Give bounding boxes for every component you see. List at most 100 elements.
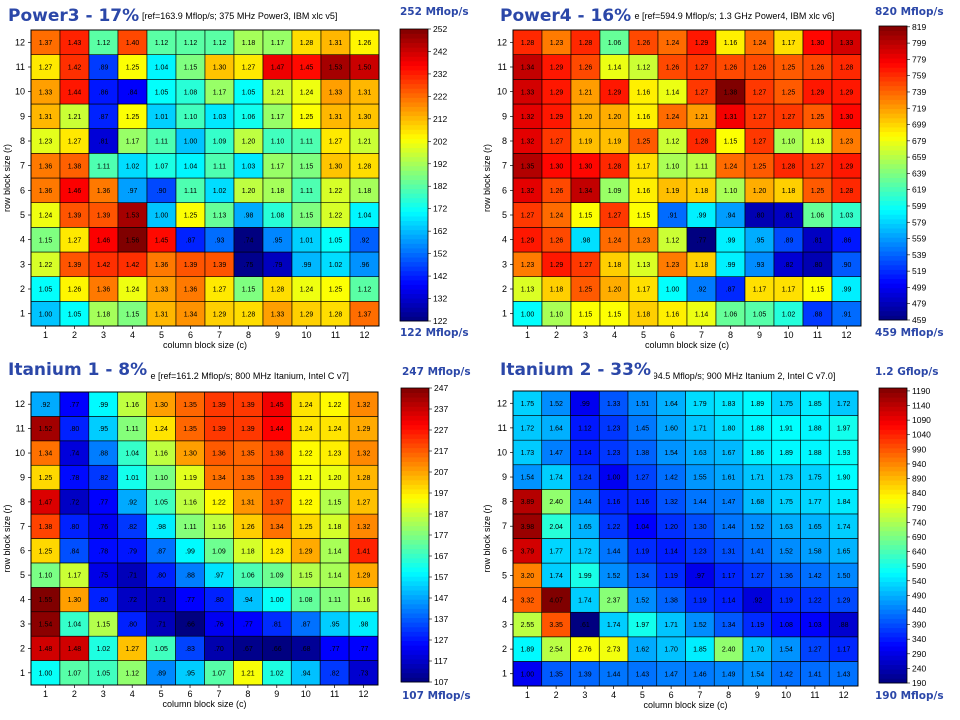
chart-title: Itanium 1 - 8% <box>5 360 151 380</box>
cell-value-label: 1.52 <box>607 573 621 580</box>
cell-value-label: 1.24 <box>753 40 767 47</box>
cell-value-label: 1.29 <box>837 598 851 605</box>
colorbar-tick-label: 237 <box>434 404 448 414</box>
cell-value-label: 1.77 <box>549 548 563 555</box>
cell-value-label: 1.21 <box>271 89 285 96</box>
cell-value-label: 1.16 <box>125 402 139 409</box>
cell-value-label: 1.23 <box>607 450 621 457</box>
cell-value-label: 2.54 <box>549 647 563 654</box>
cell-value-label: 1.30 <box>68 597 82 604</box>
cell-value-label: 1.40 <box>126 40 140 47</box>
heatmap-cell <box>744 251 775 277</box>
cell-value-label: 1.35 <box>183 402 197 409</box>
heatmap-cell <box>771 587 801 613</box>
cell-value-label: 1.50 <box>837 573 851 580</box>
heatmap-cell <box>773 177 804 203</box>
cell-value-label: 1.45 <box>300 65 314 72</box>
colorbar-tick-label: 590 <box>912 561 926 571</box>
cell-value-label: 1.42 <box>808 573 822 580</box>
y-tick-label: 9 <box>502 111 507 121</box>
cell-value-label: 1.18 <box>271 188 285 195</box>
cell-value-label: 1.20 <box>753 188 767 195</box>
cell-value-label: 1.07 <box>68 670 82 677</box>
heatmap-cell <box>117 54 148 80</box>
colorbar-segment <box>879 466 907 472</box>
cell-value-label: .87 <box>726 287 736 294</box>
cell-value-label: 1.35 <box>183 426 197 433</box>
colorbar-segment <box>401 640 429 646</box>
x-tick-label: 2 <box>554 330 559 340</box>
cell-value-label: 1.18 <box>97 311 111 318</box>
heatmap-cell <box>599 128 630 154</box>
cell-value-label: 1.18 <box>782 188 796 195</box>
heatmap-cell <box>570 251 601 277</box>
colorbar-segment <box>879 127 907 133</box>
heatmap-cell <box>30 54 61 80</box>
colorbar-segment <box>879 122 907 128</box>
cell-value-label: 1.17 <box>271 163 285 170</box>
heatmap-cell <box>771 661 801 687</box>
colorbar-segment <box>879 388 907 394</box>
heatmap-cell <box>146 79 177 105</box>
cell-value-label: 1.75 <box>779 499 793 506</box>
colorbar-segment <box>879 177 907 183</box>
heatmap-cell <box>262 538 292 564</box>
colorbar-segment <box>879 154 907 160</box>
cell-value-label: 1.23 <box>328 451 342 458</box>
heatmap-cell <box>262 611 292 637</box>
cell-value-label: 1.36 <box>97 287 111 294</box>
colorbar-segment <box>879 581 907 587</box>
cell-value-label: .74 <box>244 237 254 244</box>
colorbar-segment <box>879 195 907 201</box>
y-tick-label: 11 <box>498 62 507 72</box>
cell-value-label: 3.79 <box>521 548 535 555</box>
cell-value-label: 1.29 <box>299 548 313 555</box>
cell-value-label: 1.56 <box>126 237 140 244</box>
cell-value-label: 1.25 <box>329 287 343 294</box>
heatmap-cell <box>175 301 206 327</box>
colorbar-segment <box>400 56 428 62</box>
x-tick-label: 9 <box>755 690 760 700</box>
heatmap-cell <box>30 202 61 228</box>
cell-value-label: 1.99 <box>578 573 592 580</box>
colorbar-max-label: 252 Mflop/s <box>400 6 469 18</box>
cell-value-label: 1.15 <box>299 573 313 580</box>
cell-value-label: .94 <box>726 213 736 220</box>
heatmap-cell <box>117 538 147 564</box>
heatmap-cell <box>802 79 833 105</box>
colorbar-segment <box>401 539 429 545</box>
y-tick-label: 11 <box>498 423 507 433</box>
colorbar-segment <box>401 438 429 444</box>
cell-value-label: 1.68 <box>751 499 765 506</box>
colorbar-segment <box>879 420 907 426</box>
cell-value-label: 1.27 <box>125 646 139 653</box>
colorbar-segment <box>879 678 907 684</box>
heatmap-cell <box>204 29 235 55</box>
heatmap-cell <box>319 416 350 442</box>
colorbar-segment <box>401 512 429 518</box>
heatmap-cell <box>570 227 601 253</box>
cell-value-label: 1.34 <box>184 311 198 318</box>
colorbar-tick-label: 440 <box>912 605 926 615</box>
cell-value-label: 1.15 <box>608 311 622 318</box>
colorbar-tick-label: 490 <box>912 590 926 600</box>
heatmap-cell <box>204 635 234 661</box>
cell-value-label: 1.37 <box>39 40 53 47</box>
x-tick-label: 3 <box>582 690 587 700</box>
cell-value-label: .90 <box>157 188 167 195</box>
cell-value-label: 1.29 <box>213 311 227 318</box>
cell-value-label: 1.71 <box>693 425 707 432</box>
heatmap-cell <box>541 661 571 687</box>
colorbar-segment <box>401 580 429 586</box>
cell-value-label: .86 <box>99 89 109 96</box>
heatmap-cell <box>828 390 859 416</box>
colorbar-frame <box>399 28 429 322</box>
colorbar-segment <box>401 447 429 453</box>
cell-value-label: .82 <box>330 670 340 677</box>
cell-value-label: .81 <box>99 139 109 146</box>
cell-value-label: 1.38 <box>68 163 82 170</box>
cell-value-label: 1.54 <box>664 450 678 457</box>
cell-value-label: .84 <box>128 89 138 96</box>
heatmap-cell <box>828 415 859 441</box>
x-tick-label: 8 <box>245 689 250 699</box>
